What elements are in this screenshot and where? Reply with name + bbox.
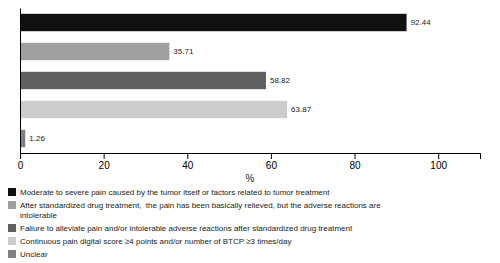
legend-swatch <box>8 224 16 232</box>
x-tick-mark <box>438 153 439 159</box>
legend-label: Continuous pain digital score ≥4 points … <box>20 237 291 246</box>
bars <box>20 14 407 147</box>
x-tick-mark <box>104 153 105 159</box>
x-tick-label: 100 <box>430 160 447 171</box>
legend-swatch <box>8 250 16 258</box>
x-tick-label: 0 <box>18 160 24 171</box>
y-axis-line <box>20 9 21 154</box>
bar <box>20 14 407 31</box>
x-tick: 40 <box>182 153 194 171</box>
x-tick-label: 80 <box>349 160 361 171</box>
legend-item: Moderate to severe pain caused by the tu… <box>8 188 330 197</box>
legend: Moderate to severe pain caused by the tu… <box>8 188 381 259</box>
plot: 92.44 35.71 58.82 63.87 1.26 0 20 40 60 80 100 <box>18 9 481 172</box>
x-tick-label: 20 <box>99 160 111 171</box>
x-tick: 100 <box>430 153 447 171</box>
x-tick: 60 <box>266 153 278 171</box>
x-tick: 80 <box>349 153 361 171</box>
x-tick-label: 60 <box>266 160 278 171</box>
bar <box>20 43 169 60</box>
legend-label: Unclear <box>20 250 48 259</box>
x-tick-mark <box>355 153 356 159</box>
x-tick-mark <box>271 153 272 159</box>
data-label: 1.26 <box>29 134 45 143</box>
data-label: 92.44 <box>411 18 432 27</box>
legend-item: Failure to alleviate pain and/or intoler… <box>8 224 353 233</box>
bar <box>20 101 287 118</box>
data-label: 35.71 <box>173 47 194 56</box>
data-labels: 92.44 35.71 58.82 63.87 1.26 <box>29 18 431 143</box>
legend-item: After standardized drug treatment, the p… <box>8 201 381 220</box>
bar <box>20 72 266 89</box>
y-axis <box>20 9 22 154</box>
x-tick-mark <box>20 153 21 159</box>
legend-swatch <box>8 188 16 196</box>
legend-swatch <box>8 201 16 209</box>
x-tick-label: 40 <box>182 160 194 171</box>
x-tick: 0 <box>18 153 24 171</box>
data-label: 58.82 <box>270 76 291 85</box>
legend-label: After standardized drug treatment, the p… <box>20 201 381 220</box>
legend-item: Continuous pain digital score ≥4 points … <box>8 237 291 246</box>
x-tick-mark <box>187 153 188 159</box>
chart: Moderate to severe pain caused by the tu… <box>0 0 500 263</box>
legend-label: Moderate to severe pain caused by the tu… <box>20 188 330 197</box>
x-axis-title: % <box>246 173 255 184</box>
data-label: 63.87 <box>291 105 312 114</box>
x-axis: 0 20 40 60 80 100 <box>18 153 481 171</box>
legend-label: Failure to alleviate pain and/or intoler… <box>20 224 353 233</box>
legend-swatch <box>8 237 16 245</box>
x-axis-line <box>21 154 481 160</box>
x-tick: 20 <box>99 153 111 171</box>
legend-item: Unclear <box>8 250 48 259</box>
